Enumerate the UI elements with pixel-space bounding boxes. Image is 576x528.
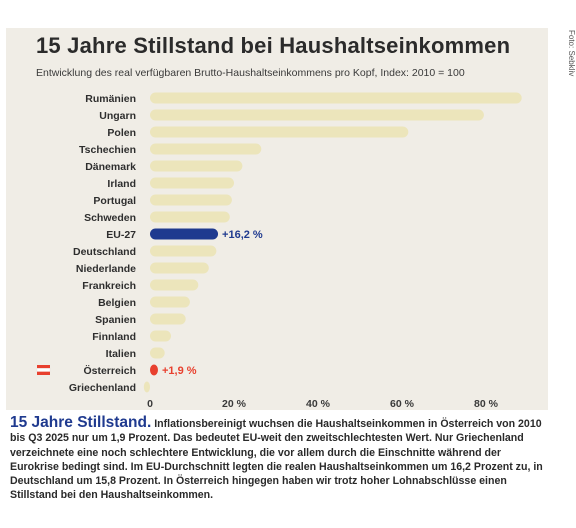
- photo-credit: Foto: Sebkliv: [567, 30, 576, 77]
- x-tick-label-0: 0: [147, 398, 153, 410]
- bar-griechenland: [143, 381, 150, 393]
- bar-schweden: [150, 211, 230, 223]
- bar-oesterreich: [150, 364, 158, 376]
- category-label-belgien: Belgien: [98, 297, 136, 309]
- category-label-rumaenien: Rumänien: [85, 93, 136, 105]
- category-label-schweden: Schweden: [84, 212, 136, 224]
- category-label-deutschland: Deutschland: [73, 246, 136, 258]
- chart-subtitle: Entwicklung des real verfügbaren Brutto-…: [36, 67, 465, 79]
- category-label-italien: Italien: [106, 348, 136, 360]
- data-label-eu-27: +16,2 %: [222, 229, 263, 241]
- x-tick-label-20: 20 %: [222, 398, 247, 410]
- x-tick-label-80: 80 %: [474, 398, 499, 410]
- caption-lead: 15 Jahre Stillstand.: [10, 414, 152, 431]
- category-label-oesterreich: Österreich: [83, 364, 136, 377]
- category-label-eu-27: EU-27: [106, 229, 136, 241]
- category-label-griechenland: Griechenland: [69, 382, 136, 394]
- chart-title: 15 Jahre Stillstand bei Haushaltseinkomm…: [36, 33, 511, 58]
- category-label-finnland: Finnland: [92, 331, 136, 343]
- category-label-polen: Polen: [107, 127, 136, 139]
- bar-portugal: [150, 194, 232, 206]
- category-label-tschechien: Tschechien: [79, 144, 136, 156]
- austria-flag-icon-top: [37, 365, 50, 369]
- x-tick-label-60: 60 %: [390, 398, 415, 410]
- category-label-ungarn: Ungarn: [99, 110, 136, 122]
- austria-flag-icon-bottom: [37, 371, 50, 375]
- category-label-niederlande: Niederlande: [76, 263, 136, 275]
- caption: 15 Jahre Stillstand. Inflationsbereinigt…: [10, 414, 550, 503]
- bar-italien: [150, 347, 165, 359]
- bar-finnland: [150, 330, 171, 342]
- category-label-irland: Irland: [107, 178, 136, 190]
- category-label-spanien: Spanien: [95, 314, 136, 326]
- bar-rumaenien: [150, 92, 522, 104]
- bar-frankreich: [150, 279, 199, 291]
- bar-deutschland: [150, 245, 217, 257]
- category-label-portugal: Portugal: [93, 195, 136, 207]
- bar-irland: [150, 177, 234, 189]
- bar-ungarn: [150, 109, 484, 121]
- bar-eu-27: [150, 228, 219, 240]
- data-label-oesterreich: +1,9 %: [162, 365, 197, 377]
- bar-polen: [150, 126, 409, 138]
- category-label-frankreich: Frankreich: [82, 280, 136, 292]
- chart-panel: [6, 28, 548, 410]
- bar-niederlande: [150, 262, 209, 274]
- austria-flag-icon-middle: [36, 368, 51, 372]
- bar-daenemark: [150, 160, 243, 172]
- x-tick-label-40: 40 %: [306, 398, 331, 410]
- category-label-daenemark: Dänemark: [85, 161, 136, 173]
- bar-spanien: [150, 313, 186, 325]
- bar-tschechien: [150, 143, 262, 155]
- bar-belgien: [150, 296, 190, 308]
- caption-body: Inflationsbereinigt wuchsen die Haushalt…: [10, 418, 543, 502]
